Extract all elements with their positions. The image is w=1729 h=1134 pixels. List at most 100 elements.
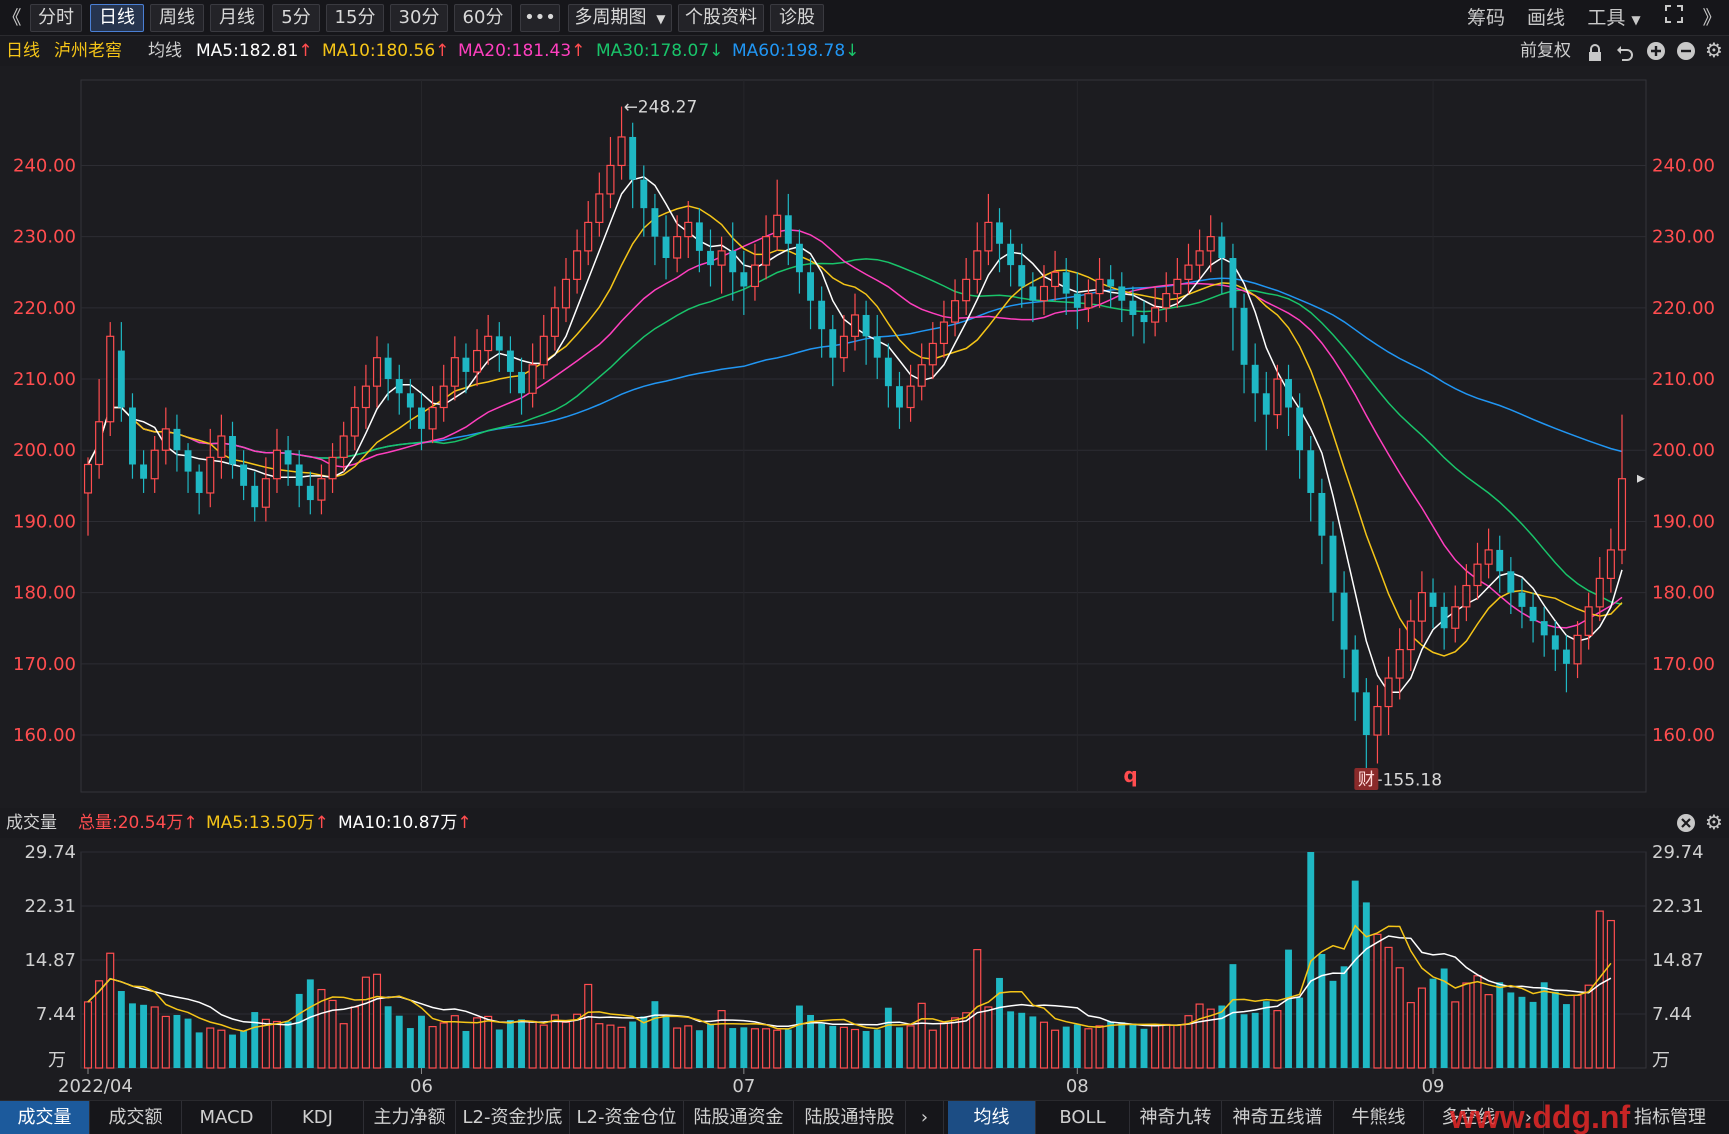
tab-main-net[interactable]: 主力净额 xyxy=(364,1101,456,1134)
tools-dropdown[interactable]: 工具 ▼ xyxy=(1584,4,1644,32)
candle-body-up xyxy=(950,300,960,323)
undo-icon[interactable] xyxy=(1616,42,1634,72)
candle-body-up xyxy=(1184,264,1193,280)
volume-tick-left: 万 xyxy=(48,1050,66,1071)
multi-period-dropdown[interactable]: 多周期图 ▼ xyxy=(568,4,672,32)
volume-bar-down xyxy=(662,1014,670,1068)
candle-body-down xyxy=(640,179,648,209)
tab-boll[interactable]: BOLL xyxy=(1036,1101,1130,1134)
volume-bar-down xyxy=(1107,1021,1115,1068)
candle-body-up xyxy=(939,321,948,345)
volume-bar-up xyxy=(617,1026,626,1069)
tabs-scroll-right-icon-2[interactable]: › xyxy=(1514,1101,1544,1134)
volume-bar-down xyxy=(140,1004,148,1068)
caret-down-icon: ▼ xyxy=(656,12,666,26)
diagnose-button[interactable]: 诊股 xyxy=(770,4,824,32)
candle-body-down xyxy=(1562,649,1570,664)
zoom-out-icon[interactable] xyxy=(1676,41,1696,71)
more-periods-button[interactable]: ••• xyxy=(520,4,560,32)
expand-right-icon[interactable]: 》 xyxy=(1702,7,1722,29)
tab-l2-bottom[interactable]: L2-资金抄底 xyxy=(456,1101,570,1134)
chips-button[interactable]: 筹码 xyxy=(1466,7,1505,29)
candle-body-up xyxy=(973,250,982,280)
tab-macd[interactable]: MACD xyxy=(182,1101,272,1134)
indicator-manage-button[interactable]: 指标管理 xyxy=(1634,1107,1706,1128)
period-tab-monthly[interactable]: 月线 xyxy=(210,4,264,32)
period-tab-5min[interactable]: 5分 xyxy=(272,4,320,32)
volume-bar-down xyxy=(873,1029,881,1068)
candle-body-up xyxy=(673,236,682,259)
tab-bull-bear[interactable]: 牛熊线 xyxy=(1334,1101,1424,1134)
candle-body-up xyxy=(83,463,93,494)
stock-name[interactable]: 泸州老窖 xyxy=(54,41,122,61)
volume-bar-down xyxy=(829,1025,837,1068)
candle-body-down xyxy=(251,485,259,508)
candle-body-up xyxy=(1273,378,1282,416)
candle-body-up xyxy=(1584,606,1593,636)
candle-body-up xyxy=(317,478,326,501)
volume-bar-down xyxy=(1551,991,1559,1068)
candle-body-down xyxy=(284,450,292,465)
volume-bar-down xyxy=(629,1021,637,1068)
volume-bar-up xyxy=(1606,919,1615,1069)
stock-info-button[interactable]: 个股资料 xyxy=(678,4,764,32)
period-tab-intraday[interactable]: 分时 xyxy=(30,4,82,32)
period-tab-60min[interactable]: 60分 xyxy=(454,4,512,32)
period-tab-daily[interactable]: 日线 xyxy=(90,4,144,32)
candle-body-down xyxy=(784,215,792,244)
candle-body-down xyxy=(406,393,414,408)
candle-body-down xyxy=(173,428,181,451)
volume-bar-down xyxy=(384,1006,392,1068)
price-chart[interactable]: 240.00 230.00 220.00 210.00 200.00 190.00 180.… xyxy=(0,66,1729,808)
candle-body-up xyxy=(1095,278,1104,295)
adjust-mode[interactable]: 前复权 xyxy=(1520,41,1571,61)
tab-hk-funds[interactable]: 陆股通资金 xyxy=(684,1101,794,1134)
settings-gear-icon[interactable]: ⚙ xyxy=(1705,38,1723,62)
volume-bar-up xyxy=(962,1012,971,1069)
volume-bar-down xyxy=(506,1020,514,1068)
candle-body-up xyxy=(1395,648,1404,679)
candle-body-down xyxy=(129,407,136,465)
tab-l2-position[interactable]: L2-资金仓位 xyxy=(570,1101,684,1134)
tab-hk-holdings[interactable]: 陆股通持股 xyxy=(794,1101,906,1134)
tab-ma[interactable]: 均线 xyxy=(948,1101,1036,1134)
volume-bar-up xyxy=(950,1017,960,1069)
close-volume-icon[interactable] xyxy=(1676,813,1696,843)
volume-bar-down xyxy=(184,1018,192,1068)
tab-magic-five[interactable]: 神奇五线谱 xyxy=(1222,1101,1334,1134)
volume-bar-up xyxy=(673,1027,682,1069)
volume-bar-up xyxy=(939,1022,948,1069)
candle-body-up xyxy=(1195,250,1204,266)
volume-bar-down xyxy=(1285,949,1292,1068)
volume-chart[interactable]: 29.74 29.74 22.31 22.31 14.87 14.87 7.44 7.44 万 万… xyxy=(0,838,1729,1100)
period-tab-weekly[interactable]: 周线 xyxy=(150,4,204,32)
candle-body-up xyxy=(339,435,348,458)
volume-bar-up xyxy=(1273,1010,1282,1069)
tab-magic-nine[interactable]: 神奇九转 xyxy=(1130,1101,1222,1134)
collapse-left-icon[interactable]: 《 xyxy=(2,7,22,29)
candle-body-down xyxy=(140,464,148,479)
tab-volume[interactable]: 成交量 xyxy=(0,1101,90,1134)
lock-icon[interactable] xyxy=(1587,42,1603,72)
draw-line-button[interactable]: 画线 xyxy=(1526,7,1565,29)
period-label: 日线 xyxy=(6,41,40,61)
tab-turnover[interactable]: 成交额 xyxy=(90,1101,182,1134)
candle-body-up xyxy=(1151,307,1160,323)
candle-body-up xyxy=(95,421,104,466)
volume-bar-down xyxy=(195,1032,203,1068)
candle-body-up xyxy=(1162,293,1171,309)
volume-bar-up xyxy=(339,1023,348,1069)
volume-bar-up xyxy=(561,1021,571,1069)
expand-icon[interactable] xyxy=(1660,4,1688,32)
tabs-scroll-right-icon[interactable]: › xyxy=(906,1101,944,1134)
zoom-in-icon[interactable] xyxy=(1646,41,1666,71)
period-tab-30min[interactable]: 30分 xyxy=(390,4,448,32)
ma-label[interactable]: 均线 xyxy=(148,41,182,61)
tab-long-short[interactable]: 多空线 xyxy=(1424,1101,1514,1134)
volume-bar-down xyxy=(251,1012,259,1068)
tab-kdj[interactable]: KDJ xyxy=(272,1101,364,1134)
volume-bar-up xyxy=(1162,1023,1171,1069)
volume-settings-gear-icon[interactable]: ⚙ xyxy=(1705,810,1723,834)
period-tab-15min[interactable]: 15分 xyxy=(326,4,384,32)
volume-label[interactable]: 成交量 xyxy=(6,813,57,833)
